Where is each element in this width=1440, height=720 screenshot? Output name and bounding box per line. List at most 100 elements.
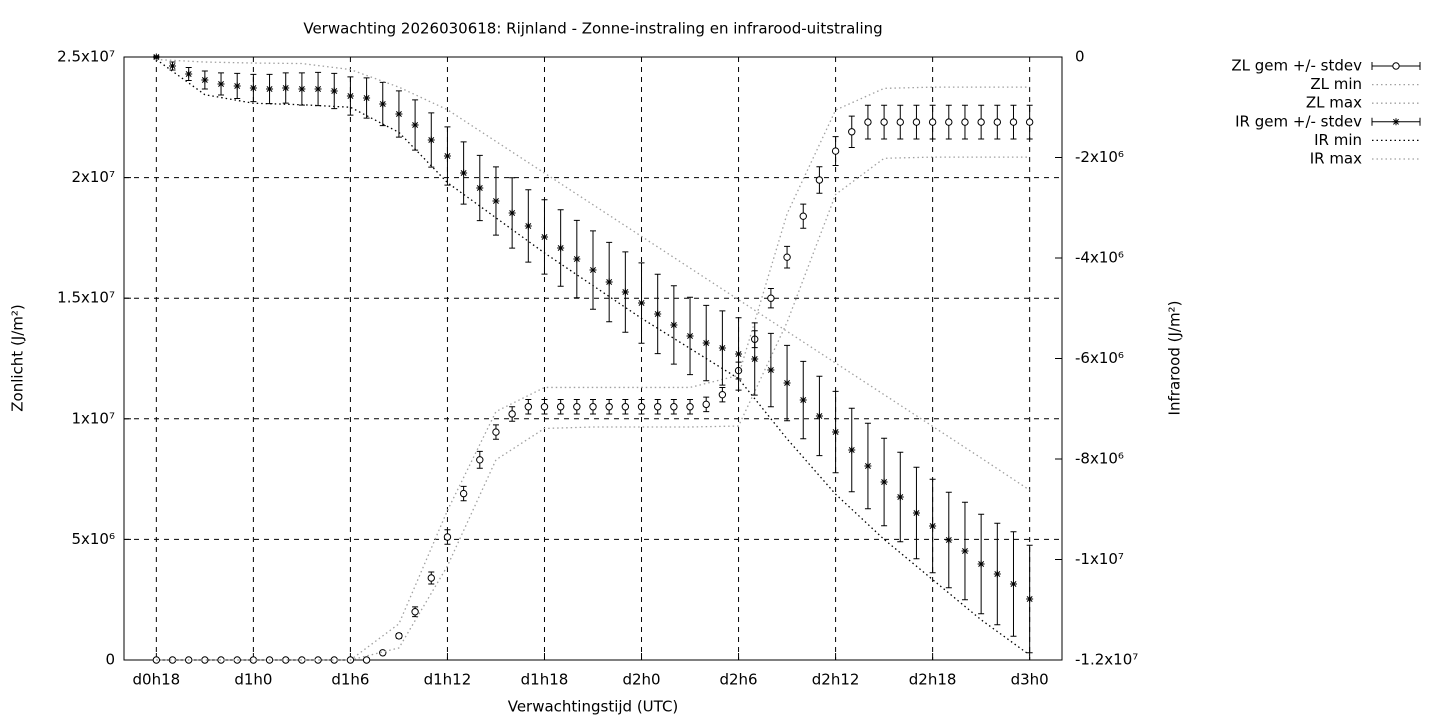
data-point [961, 547, 969, 555]
data-point [427, 136, 435, 144]
data-point [718, 390, 727, 399]
y-tick-label: 0 [105, 651, 115, 669]
data-point [217, 80, 225, 88]
data-point [443, 533, 452, 541]
data-point [686, 332, 694, 340]
data-point [476, 184, 484, 192]
y-tick-label: 2.5x10⁷ [57, 48, 115, 66]
data-point [1026, 595, 1034, 603]
y-tick-label: 1x10⁷ [71, 409, 115, 427]
data-point [783, 253, 791, 261]
data-point [492, 197, 500, 205]
data-point [476, 456, 484, 464]
data-point [637, 403, 646, 411]
data-point [492, 428, 500, 436]
y-tick-label: 1.5x10⁷ [57, 289, 115, 307]
legend-label: ZL gem +/- stdev [1231, 57, 1362, 75]
data-point [638, 299, 646, 307]
x-tick-label: d1h0 [234, 671, 272, 689]
legend-label: IR max [1310, 150, 1362, 168]
data-point [169, 62, 177, 70]
data-point [573, 403, 581, 411]
data-point [961, 118, 969, 126]
range-line [155, 58, 1031, 656]
x-tick-label: d2h0 [622, 671, 660, 689]
data-point [912, 118, 921, 126]
x-tick-label: d1h18 [521, 671, 569, 689]
data-point [459, 489, 468, 498]
data-point [524, 222, 532, 230]
legend-label: IR min [1314, 131, 1362, 149]
data-point [912, 509, 920, 517]
data-point [1009, 580, 1017, 588]
data-point [702, 400, 710, 409]
data-point [540, 233, 548, 241]
data-point [556, 403, 565, 411]
data-point [185, 70, 193, 78]
data-point [993, 118, 1002, 126]
x-tick-label: d2h12 [812, 671, 860, 689]
data-point [379, 100, 387, 108]
data-point [249, 84, 257, 92]
data-point [831, 147, 840, 155]
data-point [508, 209, 516, 217]
data-point [233, 656, 241, 664]
data-point [314, 85, 322, 93]
data-point [379, 649, 387, 657]
data-point [928, 118, 937, 126]
y2-tick-label: 0 [1075, 48, 1085, 66]
data-point [362, 656, 371, 664]
data-point [670, 403, 678, 411]
data-point [864, 462, 872, 470]
y2-tick-label: -1x10⁷ [1075, 550, 1124, 568]
y2-tick-label: -8x10⁶ [1075, 450, 1124, 468]
data-point [848, 446, 856, 454]
legend-label: IR gem +/- stdev [1235, 112, 1362, 130]
data-point [799, 396, 807, 404]
data-point [217, 656, 225, 664]
data-point [767, 366, 775, 374]
data-point [848, 128, 856, 136]
range-line [156, 58, 1031, 491]
data-point [864, 118, 872, 126]
data-point [605, 403, 613, 411]
data-point [152, 53, 160, 61]
data-point [653, 403, 662, 411]
data-point [427, 574, 435, 582]
data-point [573, 255, 581, 263]
data-point [977, 560, 985, 568]
data-point [589, 403, 597, 411]
data-point [201, 76, 209, 84]
legend-label: ZL min [1310, 75, 1362, 93]
x-tick-label: d1h6 [331, 671, 369, 689]
data-point [702, 339, 710, 347]
data-point [815, 176, 824, 184]
data-point [670, 321, 678, 329]
data-point [314, 656, 322, 664]
data-point [735, 350, 743, 358]
x-tick-label: d2h6 [719, 671, 757, 689]
y2-tick-label: -4x10⁶ [1075, 249, 1124, 267]
data-point [557, 244, 565, 252]
data-point [993, 570, 1001, 578]
data-point [330, 87, 338, 95]
data-point [443, 152, 451, 160]
data-point [896, 493, 904, 501]
data-point [346, 92, 354, 100]
data-point [395, 110, 403, 118]
data-point [783, 379, 791, 387]
data-point [815, 412, 823, 420]
data-point [977, 118, 985, 126]
data-point [832, 428, 840, 436]
data-point [298, 85, 306, 93]
y2-axis-label: Infrarood (J/m²) [1166, 301, 1184, 416]
range-line [156, 86, 1030, 661]
data-point [589, 266, 597, 274]
data-point [621, 288, 629, 296]
data-point [929, 522, 937, 530]
data-point [1025, 118, 1034, 126]
data-point [605, 278, 613, 286]
data-point [751, 355, 759, 363]
